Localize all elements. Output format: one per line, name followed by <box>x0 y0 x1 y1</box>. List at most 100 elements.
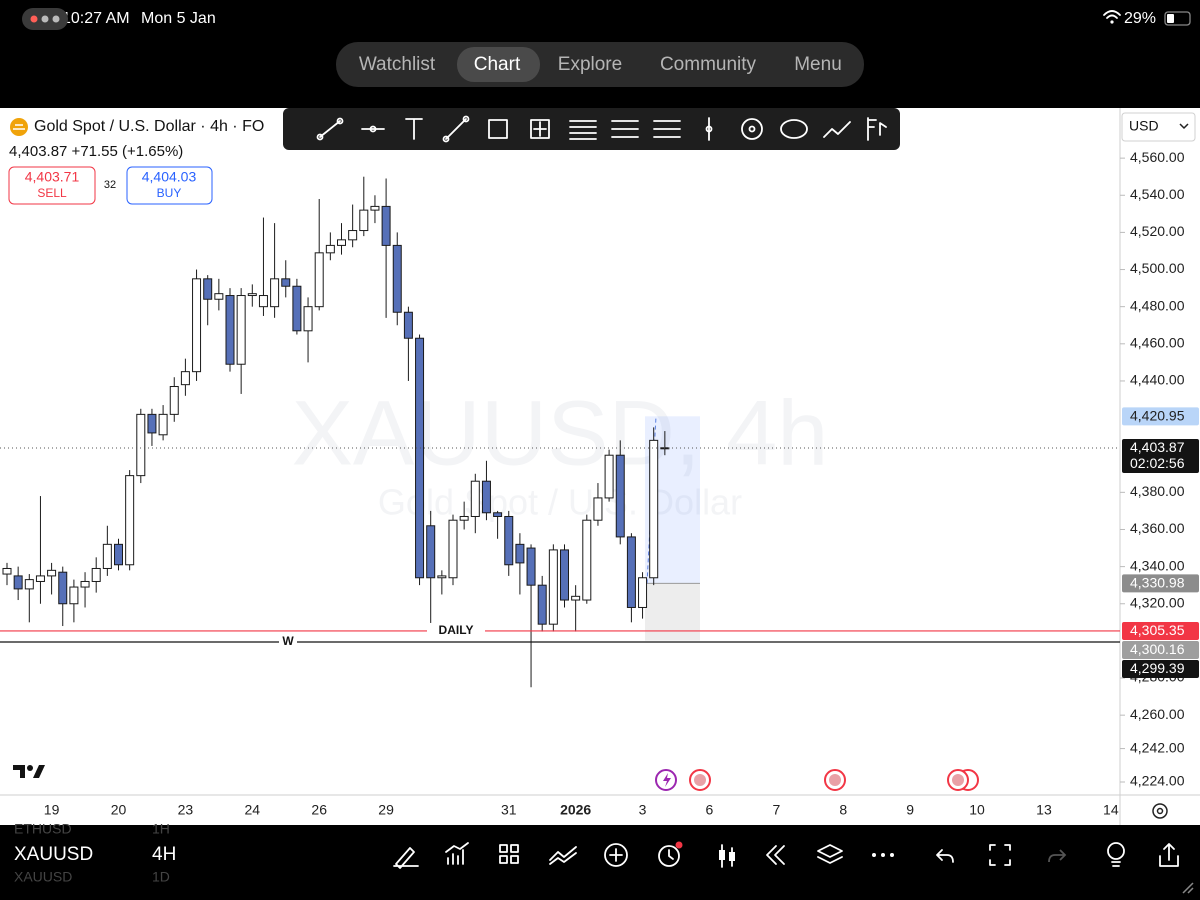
watermark-symbol: XAUUSD, 4h <box>292 382 829 484</box>
toolbar-icons-part[interactable] <box>369 125 377 133</box>
bottom-toolbar-icons-part[interactable] <box>510 844 519 853</box>
candle-body <box>649 439 659 579</box>
bottom-toolbar-icons-part[interactable] <box>729 852 735 861</box>
bottom-toolbar-icons-part[interactable] <box>1107 842 1125 860</box>
nav-tab[interactable]: Explore <box>558 54 622 75</box>
resize-handle-part[interactable] <box>1182 882 1194 894</box>
toolbar-icons-part[interactable] <box>336 117 344 125</box>
bottom-toolbar-icons-part[interactable] <box>1048 849 1067 863</box>
toolbar-icons-part[interactable] <box>462 115 470 123</box>
bottom-toolbar-icons-part[interactable] <box>719 850 725 860</box>
toolbar-icons-part[interactable] <box>569 120 597 140</box>
toolbar-icons-part[interactable] <box>867 117 887 141</box>
bottom-toolbar-icons-part[interactable] <box>549 846 577 865</box>
price-badge-label: 4,420.95 <box>1130 408 1185 424</box>
candle-body <box>560 549 569 601</box>
nav-tab[interactable]: Community <box>660 54 757 75</box>
buy-button[interactable] <box>126 166 213 205</box>
axis-settings-part[interactable] <box>1156 807 1164 815</box>
event-icons-part[interactable] <box>829 774 841 786</box>
toolbar-icons-part[interactable] <box>533 121 547 137</box>
toolbar-icons[interactable] <box>316 115 887 143</box>
window-dots-part[interactable] <box>52 15 60 23</box>
axis-settings-part[interactable] <box>1152 803 1168 819</box>
toolbar-icons-part[interactable] <box>488 119 508 139</box>
bottom-toolbar-icons-part[interactable] <box>872 853 876 857</box>
event-icons-part[interactable] <box>663 773 671 787</box>
bottom-toolbar-icons-part[interactable] <box>510 855 519 864</box>
status-time: 10:27 AM <box>62 10 130 27</box>
symbol[interactable]: XAUUSD <box>14 844 93 865</box>
bottom-toolbar-icons-part[interactable] <box>766 845 785 865</box>
candle-body <box>582 519 592 601</box>
nav-tab[interactable]: Chart <box>474 54 521 75</box>
window-dots-part[interactable] <box>30 15 38 23</box>
candle-body <box>526 547 536 586</box>
sell-button[interactable] <box>8 166 96 205</box>
level-label: W <box>282 634 294 648</box>
event-icons-part[interactable] <box>952 774 964 786</box>
bottom-toolbar-icons-part[interactable] <box>675 841 683 849</box>
candle-body <box>35 575 45 582</box>
toolbar-icons-part[interactable] <box>741 118 763 140</box>
y-tick-label: 4,520.00 <box>1130 223 1185 239</box>
window-dots-part[interactable] <box>41 15 49 23</box>
toolbar-icons-part[interactable] <box>530 119 550 139</box>
toolbar-icons-part[interactable] <box>442 135 450 143</box>
toolbar-icons-part[interactable] <box>319 120 341 138</box>
level-label-bg <box>427 622 485 639</box>
event-icons[interactable] <box>655 769 979 791</box>
bottom-toolbar-icons-part[interactable] <box>499 844 508 853</box>
y-tick-label: 4,360.00 <box>1130 520 1185 536</box>
candle-body <box>192 278 202 373</box>
price-badge-countdown: 02:02:56 <box>1130 455 1185 471</box>
candle-body <box>537 584 547 625</box>
y-tick-label: 4,340.00 <box>1130 557 1185 573</box>
nav-tab[interactable]: Menu <box>794 54 842 75</box>
toolbar-icons-part[interactable] <box>705 125 713 133</box>
x-tick-label: 6 <box>706 802 714 818</box>
buy-price: 4,404.03 <box>142 169 197 185</box>
toolbar-icons-part[interactable] <box>405 118 423 140</box>
bottom-toolbar-icons-part[interactable] <box>1159 843 1179 867</box>
bottom-toolbar-icons-part[interactable] <box>936 849 954 863</box>
price-badge-label: 4,305.35 <box>1130 622 1185 638</box>
y-tick-label: 4,260.00 <box>1130 706 1185 722</box>
bottom-toolbar-icons-part[interactable] <box>668 849 674 860</box>
bottom-toolbar-icons-part[interactable] <box>1111 861 1121 867</box>
currency-select[interactable] <box>1121 112 1196 142</box>
toolbar-icons-part[interactable] <box>316 133 324 141</box>
toolbar-icons-part[interactable] <box>611 120 639 138</box>
toolbar-icons-part[interactable] <box>780 119 808 139</box>
resize-handle[interactable] <box>1182 882 1194 894</box>
toolbar-icons-part[interactable] <box>653 120 681 138</box>
nav-tab[interactable]: Watchlist <box>359 54 436 75</box>
bottom-toolbar-icons-part[interactable] <box>890 853 894 857</box>
interval[interactable]: 4H <box>152 844 176 865</box>
axis-settings[interactable] <box>1152 803 1168 819</box>
bottom-toolbar-icons-part[interactable] <box>658 845 680 867</box>
toolbar-icons-part[interactable] <box>748 125 756 133</box>
event-icons-part[interactable] <box>694 774 706 786</box>
chart-background <box>0 108 1200 825</box>
battery-percent: 29% <box>1124 10 1156 27</box>
bottom-toolbar-icons-part[interactable] <box>609 848 623 862</box>
window-dots[interactable] <box>22 8 68 30</box>
candle-body <box>247 293 257 297</box>
screen-part: 4,560.00 4,540.00 4,520.00 4,500.00 4,480.00… <box>0 149 1199 818</box>
candle-body <box>470 480 480 517</box>
candle-body <box>169 386 179 415</box>
x-tick-label: 26 <box>311 802 327 818</box>
bottom-toolbar-icons-part[interactable] <box>604 843 628 867</box>
price-badge <box>1122 439 1199 474</box>
bottom-toolbar-icons-part[interactable] <box>989 844 1011 866</box>
toolbar-icons-part[interactable] <box>823 121 851 138</box>
bottom-toolbar-icons-part[interactable] <box>445 842 469 865</box>
bottom-toolbar-icons[interactable] <box>393 841 1179 869</box>
bottom-toolbar-icons-part[interactable] <box>881 853 885 857</box>
bottom-toolbar-icons-part[interactable] <box>393 847 419 869</box>
bottom-toolbar-icons-part[interactable] <box>499 855 508 864</box>
y-tick-label: 4,380.00 <box>1130 483 1185 499</box>
toolbar-icons-part[interactable] <box>445 118 467 140</box>
bottom-toolbar-icons-part[interactable] <box>817 844 843 864</box>
